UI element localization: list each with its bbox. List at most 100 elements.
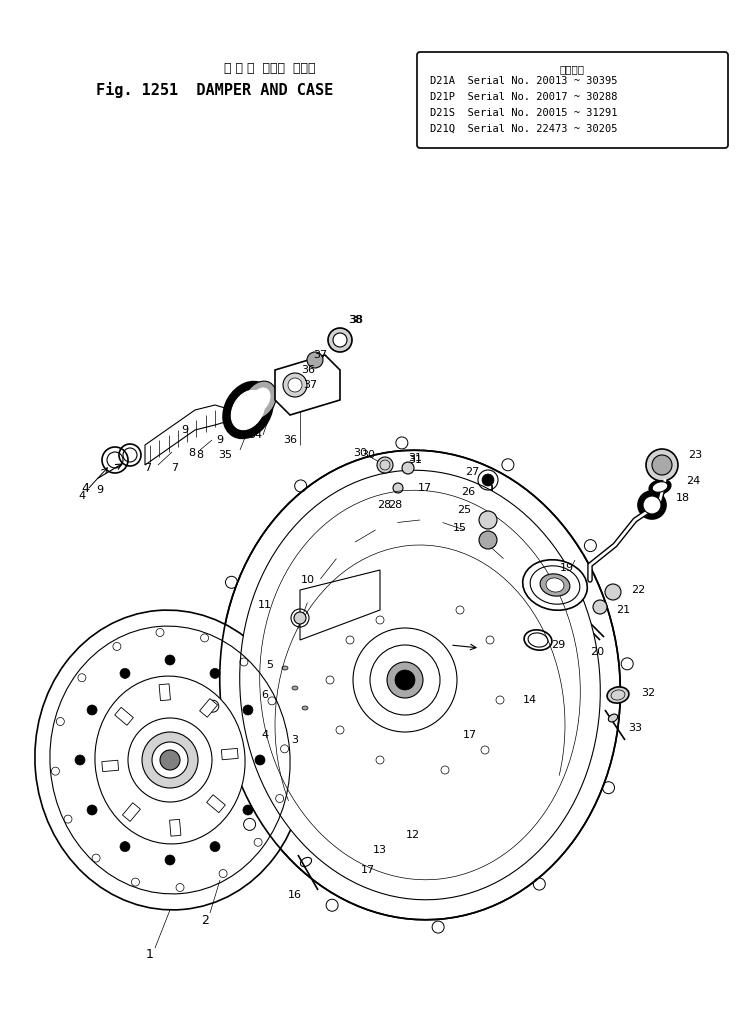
Text: D21S  Serial No. 20015 ~ 31291: D21S Serial No. 20015 ~ 31291 bbox=[430, 108, 618, 118]
Text: 7: 7 bbox=[144, 463, 152, 473]
Circle shape bbox=[288, 378, 302, 392]
Polygon shape bbox=[300, 570, 380, 640]
Circle shape bbox=[75, 755, 85, 765]
Circle shape bbox=[307, 352, 323, 368]
Text: 19: 19 bbox=[560, 563, 574, 573]
Circle shape bbox=[294, 612, 306, 624]
Circle shape bbox=[479, 531, 497, 549]
Circle shape bbox=[387, 662, 423, 698]
Circle shape bbox=[255, 755, 265, 765]
Ellipse shape bbox=[220, 450, 621, 920]
Circle shape bbox=[479, 511, 497, 529]
Circle shape bbox=[605, 584, 621, 600]
Polygon shape bbox=[200, 699, 217, 717]
Circle shape bbox=[142, 732, 198, 788]
Text: 38: 38 bbox=[349, 315, 363, 325]
Ellipse shape bbox=[524, 630, 552, 650]
Text: D21P  Serial No. 20017 ~ 30288: D21P Serial No. 20017 ~ 30288 bbox=[430, 92, 618, 102]
Text: 6: 6 bbox=[262, 690, 268, 700]
Polygon shape bbox=[170, 819, 181, 837]
Text: 17: 17 bbox=[418, 483, 432, 493]
Circle shape bbox=[87, 705, 97, 715]
Text: 10: 10 bbox=[301, 575, 315, 585]
Text: 28: 28 bbox=[377, 500, 391, 510]
Text: 12: 12 bbox=[406, 830, 420, 840]
Ellipse shape bbox=[244, 381, 276, 419]
Text: Fig. 1251  DAMPER AND CASE: Fig. 1251 DAMPER AND CASE bbox=[97, 82, 334, 98]
Circle shape bbox=[160, 750, 180, 770]
Ellipse shape bbox=[35, 610, 305, 910]
Polygon shape bbox=[275, 355, 340, 415]
Text: 23: 23 bbox=[688, 450, 702, 460]
Circle shape bbox=[593, 600, 607, 614]
Text: 16: 16 bbox=[288, 890, 302, 900]
Text: D21Q  Serial No. 22473 ~ 30205: D21Q Serial No. 22473 ~ 30205 bbox=[430, 124, 618, 134]
Circle shape bbox=[652, 455, 672, 475]
Text: 35: 35 bbox=[218, 450, 232, 460]
Circle shape bbox=[328, 328, 352, 352]
Text: 4: 4 bbox=[78, 491, 85, 501]
Polygon shape bbox=[159, 683, 170, 701]
Text: 18: 18 bbox=[676, 493, 690, 503]
Text: 17: 17 bbox=[463, 730, 477, 740]
Polygon shape bbox=[145, 405, 225, 465]
Text: 8: 8 bbox=[189, 448, 195, 458]
Circle shape bbox=[402, 462, 414, 474]
Circle shape bbox=[333, 333, 347, 347]
Text: 22: 22 bbox=[631, 585, 645, 595]
Ellipse shape bbox=[546, 578, 564, 592]
FancyBboxPatch shape bbox=[417, 52, 728, 148]
Ellipse shape bbox=[282, 666, 288, 670]
Text: 5: 5 bbox=[267, 660, 273, 670]
Text: 37: 37 bbox=[313, 350, 327, 360]
Circle shape bbox=[243, 705, 253, 715]
Text: 30: 30 bbox=[361, 450, 375, 460]
Text: 31: 31 bbox=[408, 453, 422, 463]
Circle shape bbox=[152, 742, 188, 778]
Ellipse shape bbox=[608, 714, 618, 722]
Ellipse shape bbox=[302, 706, 308, 710]
Circle shape bbox=[377, 457, 393, 473]
Text: 9: 9 bbox=[181, 425, 189, 435]
Polygon shape bbox=[115, 708, 133, 725]
Text: 30: 30 bbox=[353, 448, 367, 458]
Text: ダ ン パ  および  ケース: ダ ン パ および ケース bbox=[224, 62, 315, 74]
Text: 4: 4 bbox=[262, 730, 268, 740]
Text: 13: 13 bbox=[373, 845, 387, 855]
Text: 36: 36 bbox=[283, 435, 297, 445]
Ellipse shape bbox=[649, 480, 671, 495]
Circle shape bbox=[243, 805, 253, 815]
Text: 7: 7 bbox=[172, 463, 178, 473]
Text: 20: 20 bbox=[590, 647, 604, 657]
Text: 8: 8 bbox=[197, 450, 203, 460]
Text: 3: 3 bbox=[292, 735, 298, 745]
Text: 21: 21 bbox=[616, 605, 630, 615]
Ellipse shape bbox=[292, 686, 298, 690]
Circle shape bbox=[120, 668, 130, 678]
Ellipse shape bbox=[250, 388, 270, 412]
Ellipse shape bbox=[231, 390, 265, 430]
Ellipse shape bbox=[95, 676, 245, 844]
Text: 2: 2 bbox=[201, 914, 209, 927]
Ellipse shape bbox=[523, 560, 587, 610]
Text: 適用号機: 適用号機 bbox=[559, 64, 584, 74]
Ellipse shape bbox=[652, 482, 668, 492]
Text: 4: 4 bbox=[81, 482, 89, 495]
Text: 1: 1 bbox=[146, 948, 154, 961]
Text: 15: 15 bbox=[453, 523, 467, 533]
Text: 37: 37 bbox=[303, 380, 317, 390]
Polygon shape bbox=[221, 748, 238, 759]
Text: 29: 29 bbox=[551, 640, 565, 650]
Text: D21A  Serial No. 20013 ~ 30395: D21A Serial No. 20013 ~ 30395 bbox=[430, 76, 618, 86]
Text: 32: 32 bbox=[641, 689, 655, 698]
Circle shape bbox=[210, 668, 220, 678]
Text: 14: 14 bbox=[523, 695, 537, 705]
Circle shape bbox=[395, 670, 415, 690]
Ellipse shape bbox=[607, 686, 629, 703]
Polygon shape bbox=[122, 803, 141, 821]
Text: 26: 26 bbox=[461, 487, 475, 497]
Text: 38: 38 bbox=[348, 315, 362, 325]
Text: 17: 17 bbox=[361, 865, 375, 875]
Circle shape bbox=[643, 496, 661, 514]
Circle shape bbox=[87, 805, 97, 815]
